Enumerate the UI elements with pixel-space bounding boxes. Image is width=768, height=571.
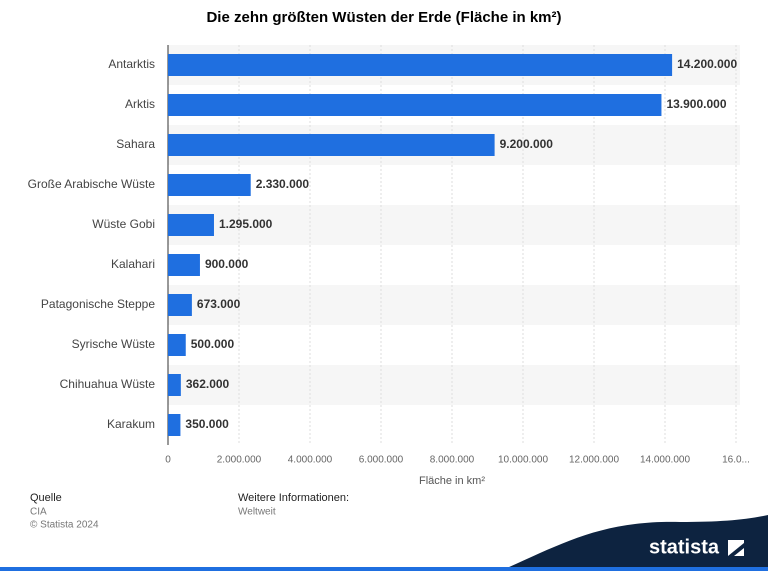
source-title: Quelle — [30, 492, 62, 504]
y-tick-label: Sahara — [116, 137, 155, 151]
bar — [168, 174, 251, 196]
bar — [168, 254, 200, 276]
source: CIA — [30, 507, 47, 518]
x-tick-label: 16.0... — [722, 455, 750, 466]
bar — [168, 214, 214, 236]
bar — [168, 334, 186, 356]
value-label: 500.000 — [191, 337, 235, 351]
row-stripe — [168, 205, 740, 245]
y-tick-label: Wüste Gobi — [92, 217, 155, 231]
x-tick-label: 8.000.000 — [430, 455, 475, 466]
bar — [168, 294, 192, 316]
y-tick-label: Große Arabische Wüste — [28, 177, 156, 191]
value-label: 673.000 — [197, 297, 241, 311]
y-tick-label: Patagonische Steppe — [41, 297, 155, 311]
copyright: © Statista 2024 — [30, 520, 99, 531]
x-axis-label: Fläche in km² — [419, 475, 485, 487]
row-stripe — [168, 285, 740, 325]
y-tick-label: Kalahari — [111, 257, 155, 271]
info: Weltweit — [238, 507, 276, 518]
x-tick-label: 10.000.000 — [498, 455, 548, 466]
bar — [168, 94, 662, 116]
y-tick-label: Chihuahua Wüste — [60, 377, 156, 391]
value-label: 350.000 — [185, 417, 229, 431]
chart-title: Die zehn größten Wüsten der Erde (Fläche… — [206, 9, 561, 26]
bar — [168, 374, 181, 396]
x-tick-label: 6.000.000 — [359, 455, 404, 466]
value-label: 1.295.000 — [219, 217, 273, 231]
bar — [168, 134, 495, 156]
y-tick-label: Syrische Wüste — [72, 337, 156, 351]
y-tick-label: Arktis — [125, 97, 155, 111]
bar — [168, 414, 181, 436]
row-stripe — [168, 365, 740, 405]
logo-icon — [728, 540, 744, 556]
bottom-stripe — [0, 567, 768, 571]
value-label: 362.000 — [186, 377, 230, 391]
value-label: 13.900.000 — [666, 97, 726, 111]
x-tick-label: 14.000.000 — [640, 455, 690, 466]
y-tick-label: Karakum — [107, 417, 155, 431]
y-tick-label: Antarktis — [108, 57, 155, 71]
value-label: 2.330.000 — [256, 177, 310, 191]
x-tick-label: 12.000.000 — [569, 455, 619, 466]
value-label: 14.200.000 — [677, 57, 737, 71]
value-label: 900.000 — [205, 257, 249, 271]
bar — [168, 54, 673, 76]
x-tick-label: 2.000.000 — [217, 455, 262, 466]
logo-wave — [500, 515, 768, 571]
info-title: Weitere Informationen: — [238, 492, 349, 504]
x-tick-label: 0 — [165, 455, 171, 466]
value-label: 9.200.000 — [500, 137, 554, 151]
brand: statista — [649, 536, 720, 558]
x-tick-label: 4.000.000 — [288, 455, 333, 466]
